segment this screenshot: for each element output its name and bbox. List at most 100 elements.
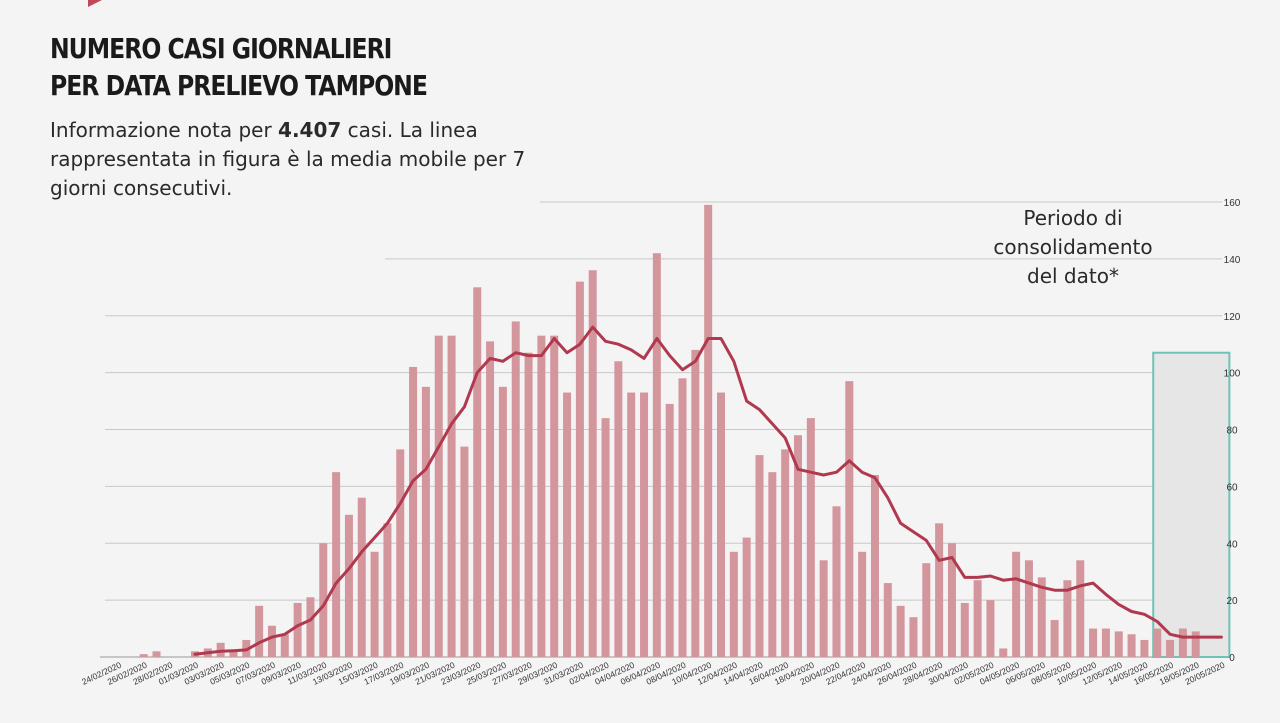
- bar: [588, 270, 597, 657]
- bar: [717, 392, 726, 657]
- bar: [1114, 631, 1123, 657]
- bar: [383, 523, 392, 657]
- corner-accent-mark: [88, 0, 102, 7]
- bar: [678, 378, 687, 657]
- bar: [370, 551, 379, 657]
- subtitle-text-post: casi. La linea rappresentata in figura è…: [50, 118, 526, 200]
- y-tick-label: 40: [1226, 539, 1238, 550]
- bar: [229, 651, 238, 657]
- chart-title: NUMERO CASI GIORNALIERI PER DATA PRELIEV…: [50, 30, 428, 104]
- bar: [896, 605, 905, 657]
- bar: [1166, 639, 1175, 657]
- bar: [652, 253, 661, 657]
- bar: [1191, 631, 1200, 657]
- bar: [1178, 628, 1187, 657]
- y-tick-label: 160: [1224, 198, 1241, 209]
- bar: [563, 392, 572, 657]
- bar: [1101, 628, 1110, 657]
- y-tick-label: 0: [1229, 653, 1235, 664]
- bar: [1050, 620, 1059, 657]
- bar: [999, 648, 1008, 657]
- bar: [614, 361, 623, 657]
- bar: [306, 597, 315, 657]
- bar: [1089, 628, 1098, 657]
- bar: [755, 455, 764, 657]
- y-tick-label: 60: [1226, 482, 1238, 493]
- bar: [883, 583, 892, 657]
- bar: [947, 543, 956, 657]
- bar: [922, 563, 931, 657]
- bar: [768, 472, 777, 657]
- bar: [524, 352, 533, 657]
- bar: [280, 634, 289, 657]
- bar: [665, 403, 674, 657]
- y-axis-ticks: 0 20 40 60 80 100 120 140 160: [1224, 198, 1241, 664]
- annotation-line1: Periodo di: [1023, 206, 1123, 230]
- bar: [511, 321, 520, 657]
- bar: [319, 543, 328, 657]
- bar: [537, 335, 546, 657]
- bar: [421, 386, 430, 657]
- x-axis-ticks: 24/02/202026/02/202028/02/202001/03/2020…: [80, 660, 1226, 687]
- bar: [152, 651, 161, 657]
- bar: [1037, 577, 1046, 657]
- bar: [267, 625, 276, 657]
- bar: [1012, 551, 1021, 657]
- bar: [550, 335, 559, 657]
- bar: [627, 392, 636, 657]
- bar: [858, 551, 867, 657]
- bar: [498, 386, 507, 657]
- bar: [691, 349, 700, 657]
- bar: [1063, 580, 1072, 657]
- bar: [781, 449, 790, 657]
- bar: [870, 475, 879, 657]
- bar: [806, 418, 815, 657]
- bar: [601, 418, 610, 657]
- bar: [396, 449, 405, 657]
- y-tick-label: 20: [1226, 596, 1238, 607]
- y-tick-label: 140: [1224, 255, 1241, 266]
- bar: [575, 281, 584, 657]
- bar: [357, 497, 366, 657]
- bar: [640, 392, 649, 657]
- bar: [332, 472, 341, 657]
- bar: [460, 446, 469, 657]
- chart-title-line2: PER DATA PRELIEVO TAMPONE: [50, 69, 428, 102]
- bar: [434, 335, 443, 657]
- bar: [793, 435, 802, 657]
- consolidation-period-highlight: [1152, 351, 1231, 658]
- bar: [729, 551, 738, 657]
- bar: [344, 514, 353, 657]
- annotation-line2: consolidamento: [993, 235, 1153, 259]
- consolidation-annotation: Periodo di consolidamento del dato*: [973, 204, 1173, 291]
- chart-title-line1: NUMERO CASI GIORNALIERI: [50, 32, 392, 65]
- y-tick-label: 100: [1224, 369, 1241, 380]
- chart-subtitle: Informazione nota per 4.407 casi. La lin…: [50, 116, 540, 203]
- y-tick-label: 120: [1224, 312, 1241, 323]
- bar: [1153, 628, 1162, 657]
- bar: [486, 341, 495, 657]
- subtitle-text-pre: Informazione nota per: [50, 118, 279, 142]
- bar: [473, 287, 482, 657]
- bar: [293, 602, 302, 657]
- bar: [409, 366, 418, 657]
- bar: [960, 602, 969, 657]
- bar: [1140, 639, 1149, 657]
- subtitle-case-count: 4.407: [278, 118, 342, 142]
- bar-series: [139, 204, 1200, 657]
- bar: [139, 654, 148, 657]
- bar: [845, 381, 854, 657]
- bar: [1024, 560, 1033, 657]
- bar: [973, 580, 982, 657]
- annotation-line3: del dato*: [1027, 264, 1119, 288]
- bar: [704, 204, 713, 657]
- bar: [742, 537, 751, 657]
- y-tick-label: 80: [1226, 426, 1238, 437]
- moving-average-line: [193, 325, 1223, 656]
- bar: [909, 617, 918, 657]
- bar: [819, 560, 828, 657]
- bar: [1076, 560, 1085, 657]
- bar: [935, 523, 944, 657]
- bar: [447, 335, 456, 657]
